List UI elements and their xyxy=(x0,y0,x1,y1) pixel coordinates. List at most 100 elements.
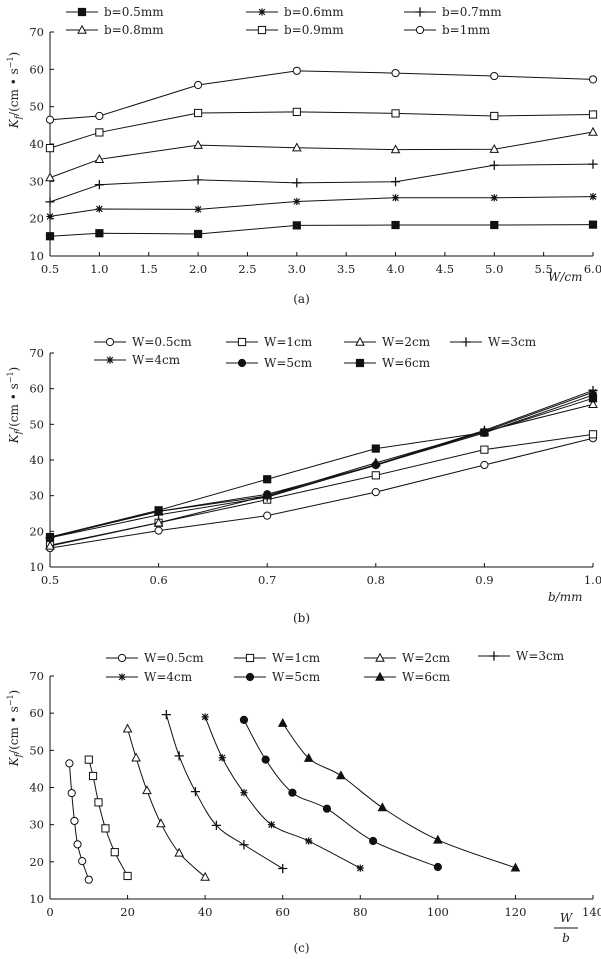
data-point-marker xyxy=(263,511,272,520)
x-tick-label: 40 xyxy=(198,905,213,919)
legend-label: W=5cm xyxy=(272,670,321,684)
legend-label: W=2cm xyxy=(402,651,451,665)
y-tick-label: 10 xyxy=(29,560,44,574)
data-point-marker xyxy=(371,488,380,497)
data-point-marker xyxy=(174,751,184,761)
data-point-marker xyxy=(95,229,104,238)
legend-label: W=3cm xyxy=(516,649,565,663)
y-axis-label: Kf/(cm • s−1) xyxy=(6,52,24,130)
data-point-marker xyxy=(123,871,132,881)
legend-marker xyxy=(258,8,266,16)
series-W1cm xyxy=(45,430,598,550)
y-tick-label: 60 xyxy=(29,382,44,396)
legend-entry: W=2cm xyxy=(344,335,431,349)
legend-entry: b=0.8mm xyxy=(66,23,164,37)
series-W6cm xyxy=(45,394,598,542)
data-point-marker xyxy=(110,848,119,857)
data-point-marker xyxy=(95,128,104,137)
legend-marker xyxy=(415,7,425,17)
series-W5cm xyxy=(45,390,598,542)
legend-marker xyxy=(77,24,87,34)
data-point-marker xyxy=(45,197,55,207)
data-point-marker xyxy=(371,444,380,453)
data-point-marker xyxy=(154,526,163,535)
data-point-marker xyxy=(490,194,498,202)
y-tick-label: 70 xyxy=(29,669,44,683)
data-point-marker xyxy=(292,107,301,116)
x-tick-label: 3.0 xyxy=(288,262,306,276)
data-point-marker xyxy=(480,445,489,454)
data-point-marker xyxy=(489,160,499,170)
data-point-marker xyxy=(391,194,400,202)
y-tick-label: 20 xyxy=(29,212,44,226)
legend-marker xyxy=(77,7,87,17)
x-tick-label: 20 xyxy=(120,905,135,919)
data-point-marker xyxy=(391,220,400,230)
x-tick-label: 0.9 xyxy=(475,573,493,587)
data-point-marker xyxy=(588,75,598,84)
data-point-marker xyxy=(261,755,270,764)
chart-panel-c: 10 20 30 40 50 60 70 0 20 40 60 80 100 120 140 Kf/(cm •… xyxy=(6,649,601,955)
y-tick-label: 50 xyxy=(29,100,44,114)
legend-marker xyxy=(257,25,267,35)
x-tick-label: 5.0 xyxy=(485,262,503,276)
x-tick-label: 2.0 xyxy=(189,262,207,276)
legend-marker xyxy=(105,337,115,347)
series-W0_5cm xyxy=(65,759,93,884)
data-point-marker xyxy=(588,430,598,439)
data-point-marker xyxy=(45,172,55,182)
data-point-marker xyxy=(490,220,499,230)
data-point-marker xyxy=(267,821,276,829)
data-point-marker xyxy=(193,139,203,149)
data-point-marker xyxy=(73,840,82,849)
data-point-marker xyxy=(480,428,489,437)
x-axis-label: b/mm xyxy=(548,590,582,604)
legend-marker xyxy=(355,336,365,346)
data-point-marker xyxy=(239,840,249,850)
x-tick-label: 4.5 xyxy=(436,262,454,276)
data-point-marker xyxy=(371,471,380,480)
data-point-marker xyxy=(303,752,314,762)
data-point-marker xyxy=(391,68,400,78)
legend-entry: b=0.6mm xyxy=(246,5,344,19)
series-line xyxy=(49,391,594,538)
series-line xyxy=(204,716,361,869)
data-point-marker xyxy=(200,871,210,881)
y-tick-label: 40 xyxy=(29,137,44,151)
legend-marker xyxy=(489,651,499,661)
chart-panel-b: 10 20 30 40 50 60 70 0.5 0.6 0.7 0.8 0.9 1.0 Kf/(cm •… xyxy=(6,335,601,625)
legend-label: b=0.8mm xyxy=(104,23,164,37)
panel-caption: (b) xyxy=(293,611,310,625)
series-line xyxy=(49,394,594,538)
y-axis-label: Kf/(cm • s−1) xyxy=(6,690,24,768)
data-point-marker xyxy=(45,532,55,542)
panel-caption: (c) xyxy=(293,941,309,955)
x-tick-label: 0.5 xyxy=(41,573,59,587)
series-W1cm xyxy=(84,755,132,881)
data-point-marker xyxy=(101,824,110,833)
data-point-marker xyxy=(292,66,301,75)
data-point-marker xyxy=(156,818,166,828)
series-line xyxy=(49,437,594,549)
legend-entry: W=6cm xyxy=(364,670,451,684)
series-W6cm xyxy=(277,717,521,872)
x-tick-label: 120 xyxy=(504,905,526,919)
data-point-marker xyxy=(46,212,54,221)
x-tick-label: 1.0 xyxy=(90,262,108,276)
data-point-marker xyxy=(291,142,302,152)
x-tick-label: 1.0 xyxy=(584,573,601,587)
data-point-marker xyxy=(390,177,401,187)
data-point-marker xyxy=(153,517,164,527)
legend-entry: W=1cm xyxy=(226,335,313,349)
series-W0_5cm xyxy=(45,434,598,553)
legend-entry: W=4cm xyxy=(94,353,181,367)
data-point-marker xyxy=(201,713,209,721)
data-point-marker xyxy=(371,460,380,470)
x-tick-label: 80 xyxy=(353,905,368,919)
x-tick-label: 6.0 xyxy=(584,262,601,276)
series-W2cm xyxy=(122,723,210,881)
data-point-marker xyxy=(239,715,249,724)
series-b0_7mm xyxy=(45,159,598,207)
y-tick-label: 60 xyxy=(29,706,44,720)
